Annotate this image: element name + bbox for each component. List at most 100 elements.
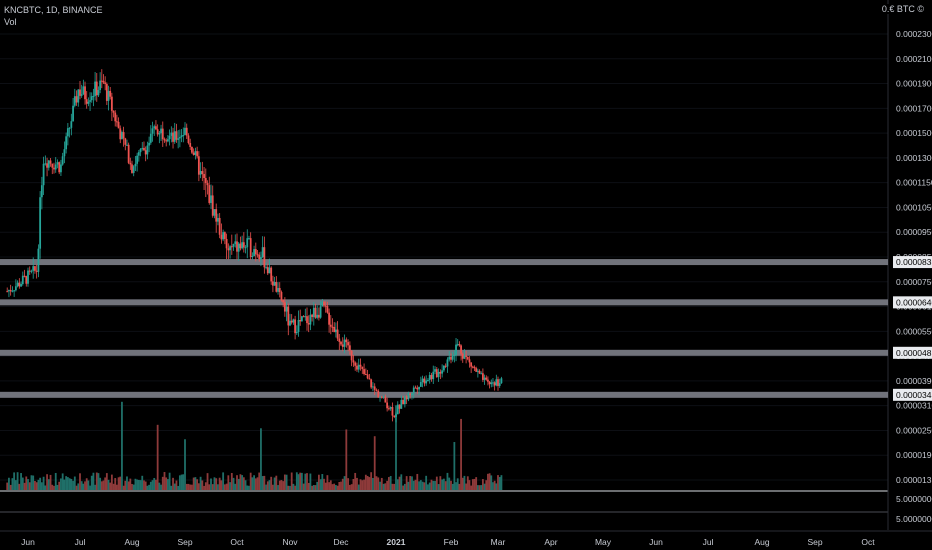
- candle-body: [295, 331, 298, 334]
- time-tick-label: Jul: [75, 537, 86, 547]
- volume-bar: [13, 472, 16, 490]
- volume-bar: [280, 480, 283, 490]
- candle-body: [92, 95, 95, 97]
- candle-body: [326, 306, 329, 313]
- candle-body: [470, 362, 473, 367]
- volume-bar: [403, 483, 406, 490]
- level-price-label: 0.00006408: [896, 297, 932, 307]
- volume-bar: [144, 481, 147, 490]
- volume-bar: [500, 475, 503, 490]
- volume-bar: [356, 477, 358, 490]
- candle-body: [439, 371, 442, 374]
- volume-tick-label: 5.00000000: [896, 494, 932, 504]
- candle-body: [441, 370, 444, 374]
- candle-body: [294, 319, 296, 334]
- candle-body: [77, 89, 80, 103]
- candle-body: [368, 378, 371, 380]
- volume-bar: [386, 480, 389, 490]
- candle-body: [136, 155, 139, 164]
- volume-bar: [184, 439, 186, 490]
- candle-body: [427, 379, 429, 381]
- volume-bar: [283, 474, 286, 490]
- volume-bar: [244, 480, 247, 490]
- candle-body: [175, 131, 178, 140]
- volume-bar: [199, 476, 202, 490]
- volume-bar: [321, 474, 324, 490]
- volume-bar: [72, 480, 74, 490]
- volume-bar: [299, 472, 302, 490]
- volume-bar: [485, 480, 488, 490]
- time-tick-label: Sep: [177, 537, 192, 547]
- volume-bar: [61, 473, 64, 490]
- volume-bar: [124, 480, 127, 490]
- volume-bar: [249, 472, 252, 490]
- candle-body: [126, 144, 128, 146]
- candle-body: [251, 256, 254, 258]
- volume-bar: [137, 479, 140, 490]
- candle-body: [283, 302, 286, 312]
- candle-body: [234, 241, 237, 244]
- volume-bar: [191, 484, 193, 490]
- candle-body: [139, 148, 142, 153]
- grid: [0, 0, 932, 532]
- time-axis: Jun Jul Aug Sep Oct Nov Dec 2021 Feb Mar Apr May Jun…: [21, 537, 875, 547]
- volume-bar: [16, 472, 19, 490]
- candle-body: [473, 367, 476, 369]
- candle-body: [116, 121, 118, 123]
- candle-body: [236, 241, 238, 252]
- price-tick-label: 0.00021000: [896, 54, 932, 64]
- candle-body: [253, 249, 255, 257]
- candle-body: [172, 132, 174, 142]
- candle-body: [463, 355, 466, 359]
- candle-body: [13, 290, 16, 292]
- candle-body: [117, 121, 120, 129]
- volume-bar: [329, 480, 332, 490]
- candle-body: [321, 301, 324, 307]
- candle-body: [42, 163, 45, 186]
- volume-bar: [146, 485, 149, 490]
- volume-bar: [87, 480, 90, 490]
- volume-bar: [194, 477, 197, 490]
- volume-bar: [180, 474, 183, 490]
- volume-bar: [396, 479, 399, 490]
- level-line: [0, 391, 888, 398]
- volume-bar: [432, 480, 435, 490]
- volume-bar: [49, 474, 52, 490]
- currency-label[interactable]: 0.€ BTC ©: [879, 4, 926, 14]
- volume-bar: [361, 480, 364, 490]
- candle-body: [28, 270, 31, 272]
- candle-body: [180, 135, 183, 138]
- candle-body: [151, 128, 154, 134]
- volume-bar: [84, 481, 86, 490]
- candle-body: [153, 126, 156, 129]
- volume-bar: [32, 475, 35, 490]
- candle-body: [210, 195, 212, 203]
- volume-bar: [398, 476, 401, 490]
- candle-body: [373, 386, 376, 390]
- candle-body: [309, 314, 312, 325]
- volume-bar: [273, 477, 276, 490]
- volume-bar: [153, 477, 156, 490]
- price-tick-label: 0.00003900: [896, 376, 932, 386]
- time-tick-label: Aug: [124, 537, 139, 547]
- candle-body: [268, 267, 271, 274]
- candle-body: [201, 171, 204, 175]
- volume-bar: [100, 481, 103, 490]
- candle-body: [414, 387, 417, 389]
- volume-bar: [141, 475, 144, 490]
- volume-bar: [277, 485, 279, 490]
- volume-tick-label: 5.00000000: [896, 514, 932, 524]
- volume-bar: [260, 428, 262, 490]
- candle-body: [333, 327, 336, 333]
- volume-bar: [253, 475, 255, 490]
- volume-bar: [204, 482, 207, 490]
- volume-bar: [40, 482, 43, 490]
- candle-body: [35, 270, 38, 272]
- price-axis: 0.00023000 0.00021000 0.00019000 0.00017000…: [893, 29, 932, 524]
- volume-bar: [230, 472, 233, 490]
- candle-body: [428, 374, 431, 380]
- volume-bar: [366, 475, 369, 490]
- volume-bar: [227, 475, 230, 490]
- candle-body: [75, 96, 78, 103]
